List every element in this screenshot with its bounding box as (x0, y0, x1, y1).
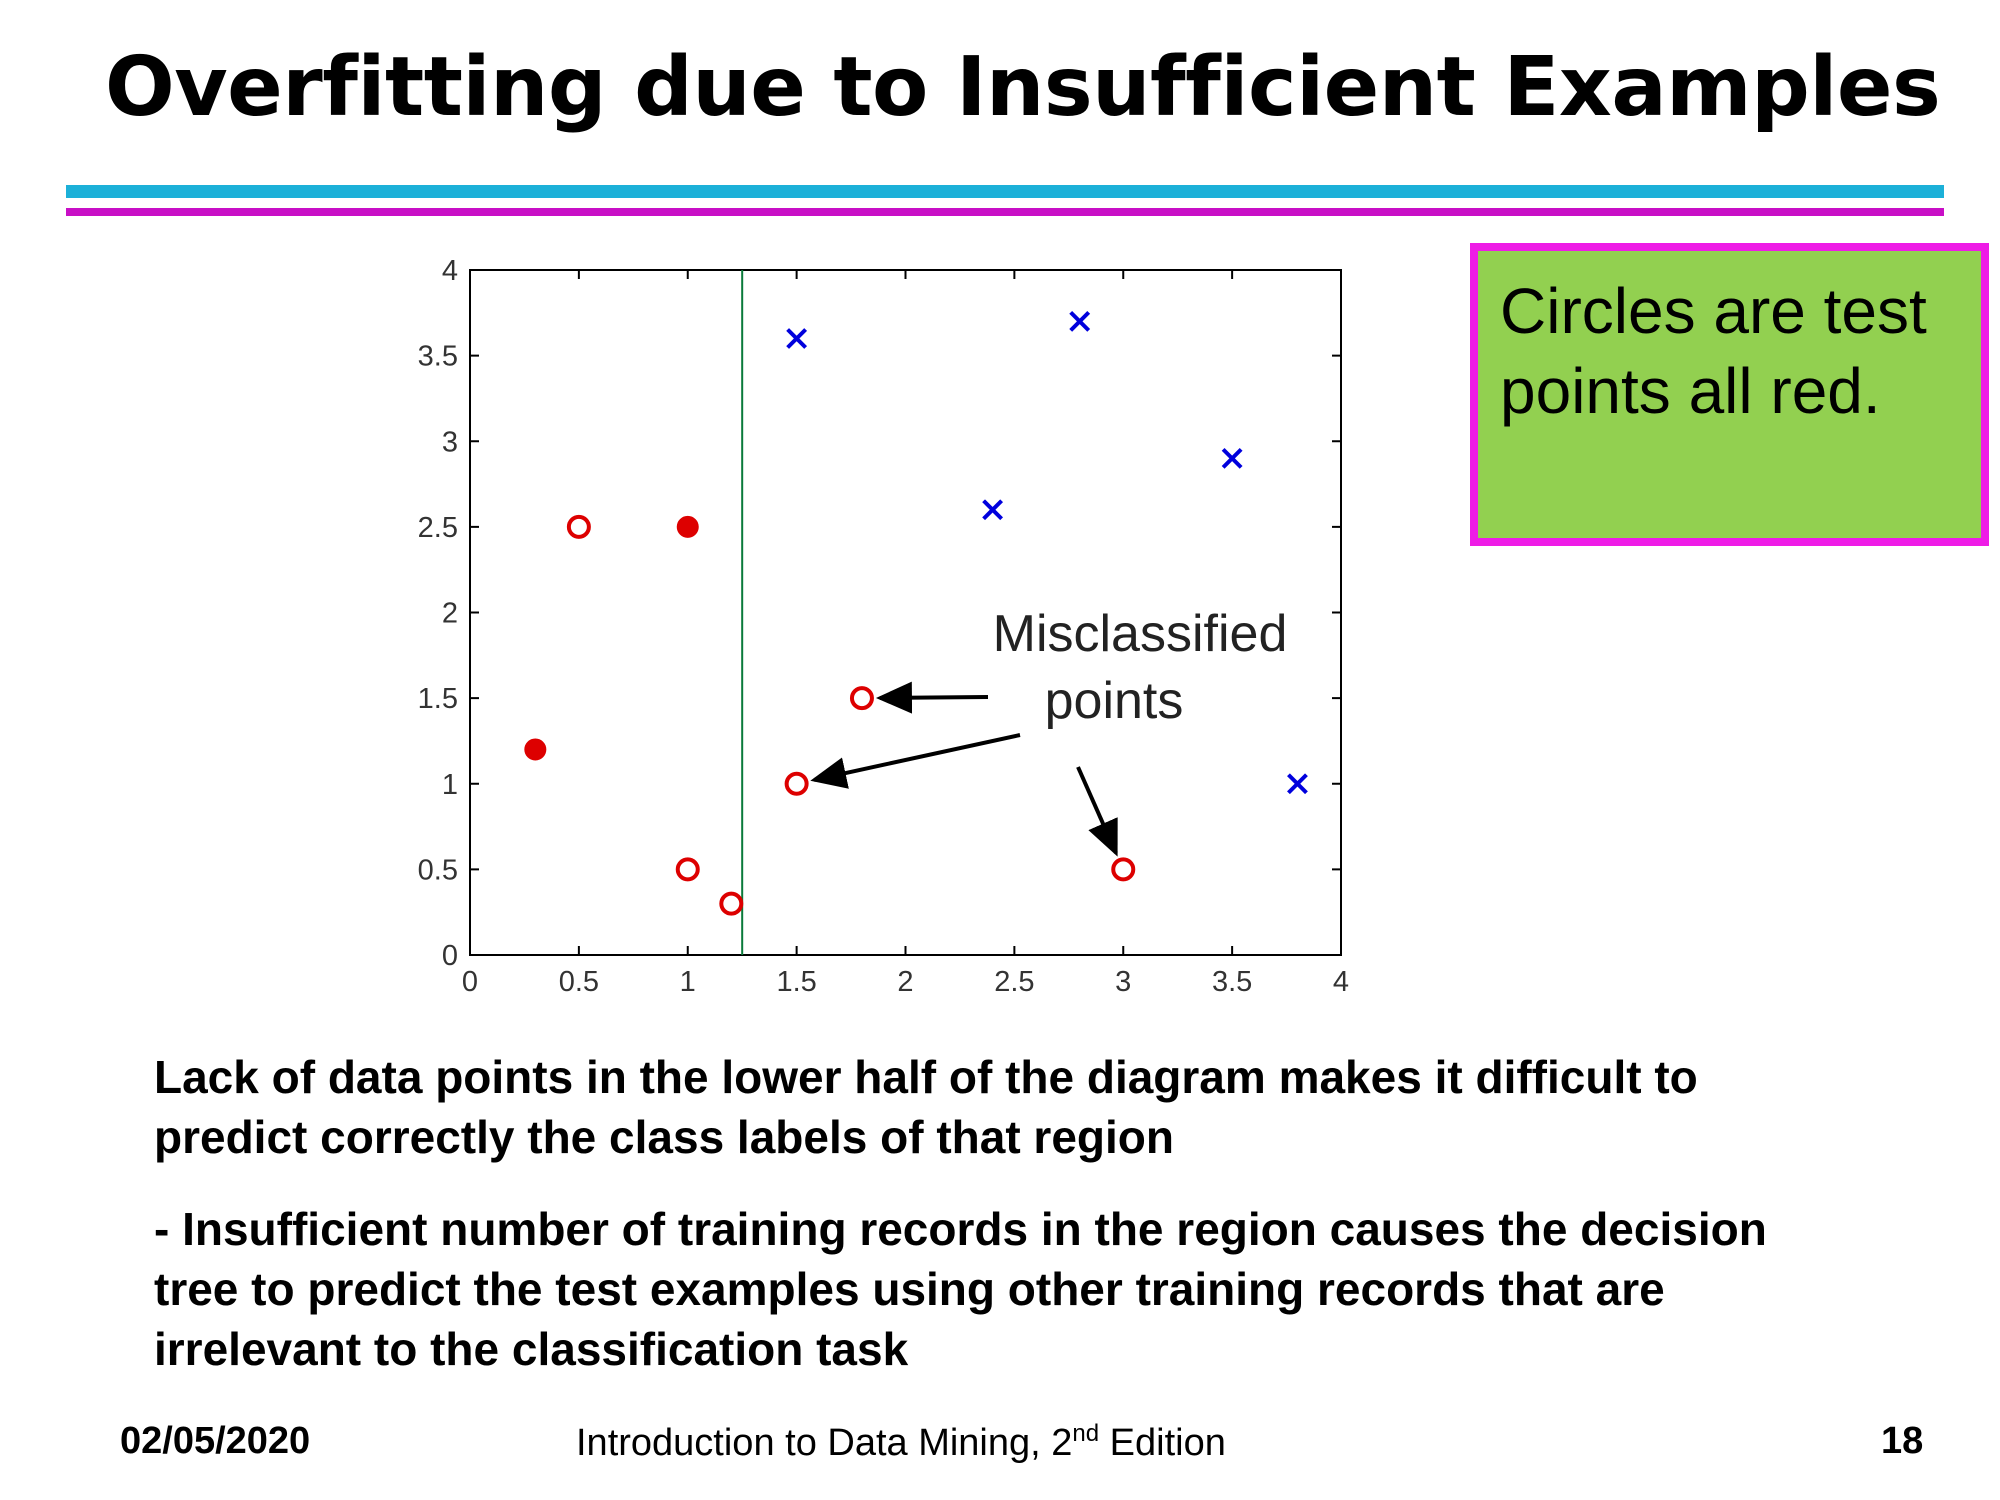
red-open-circle-point (675, 857, 700, 882)
blue-x-point (1069, 310, 1091, 332)
footer-course: Introduction to Data Mining, 2nd Edition (576, 1420, 1226, 1465)
red-open-circle-point (719, 891, 744, 916)
y-tick-label: 3.5 (418, 341, 458, 373)
x-tick-label: 0.5 (559, 966, 599, 998)
y-tick-label: 1.5 (418, 683, 458, 715)
title-rule-magenta (66, 208, 1944, 216)
annotation-text-line2: points (1045, 672, 1184, 730)
footer-course-sup: nd (1072, 1420, 1100, 1447)
blue-x-point (786, 328, 808, 349)
y-tick-label: 2.5 (418, 512, 458, 544)
red-filled-circle-point (524, 738, 547, 761)
footer-date: 02/05/2020 (120, 1420, 311, 1462)
note-text: Circles are test points all red. (1500, 275, 1927, 427)
x-tick-label: 3.5 (1212, 966, 1252, 998)
x-tick-label: 2.5 (994, 966, 1034, 998)
paragraph-2: - Insufficient number of training record… (154, 1203, 1767, 1375)
blue-x-point (1287, 773, 1308, 795)
annotation-text-line1: Misclassified (993, 605, 1288, 663)
y-tick-label: 0.5 (418, 854, 458, 886)
footer-course-prefix: Introduction to Data Mining, 2 (576, 1422, 1073, 1464)
red-open-circle-point (566, 514, 591, 539)
x-tick-label: 4 (1333, 966, 1349, 998)
x-tick-label: 1 (680, 966, 696, 998)
x-tick-label: 0 (462, 966, 478, 998)
paragraph-1: Lack of data points in the lower half of… (154, 1051, 1698, 1163)
footer-page-number: 18 (1881, 1420, 1924, 1462)
annotation-arrow (1076, 766, 1118, 857)
y-tick-label: 4 (442, 255, 458, 287)
y-tick-label: 3 (442, 426, 458, 458)
annotation-arrow (810, 733, 1021, 789)
note-box: Circles are test points all red. (1470, 243, 1989, 546)
footer-course-suffix: Edition (1099, 1422, 1226, 1464)
blue-x-point (1221, 447, 1243, 469)
x-tick-label: 3 (1115, 966, 1131, 998)
red-open-circle-point (784, 771, 809, 796)
y-tick-label: 1 (442, 769, 458, 801)
annotation-arrow (875, 681, 989, 714)
red-open-circle-point (849, 686, 874, 711)
red-open-circle-point (1111, 857, 1136, 882)
red-filled-circle-point (676, 515, 699, 538)
blue-x-point (982, 499, 1004, 521)
x-tick-label: 1.5 (776, 966, 816, 998)
y-tick-label: 0 (442, 940, 458, 972)
slide-title: Overfitting due to Insufficient Examples (105, 40, 1941, 135)
y-tick-label: 2 (442, 598, 458, 630)
title-rule-blue (66, 185, 1944, 198)
x-tick-label: 2 (897, 966, 913, 998)
